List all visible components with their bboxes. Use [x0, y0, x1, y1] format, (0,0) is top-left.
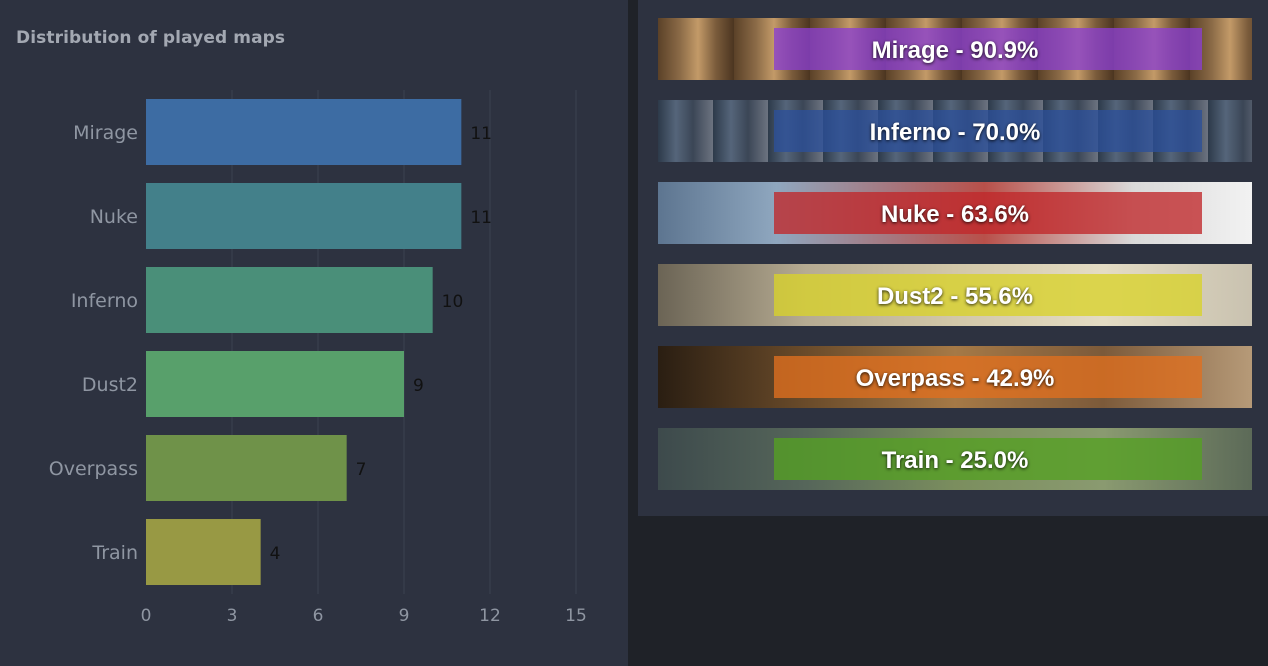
bar-inferno [146, 267, 433, 333]
x-tick-label: 12 [479, 606, 501, 626]
x-tick-label: 6 [313, 606, 324, 626]
data-label: 11 [470, 124, 492, 144]
map-distribution-chart: Mirage 11 Nuke 11 Inferno 10 Dust2 9 Overpass 7 Tr… [49, 90, 587, 626]
data-label: 11 [470, 208, 492, 228]
map-color-band [774, 110, 1202, 152]
bar-dust2 [146, 351, 404, 417]
bar-nuke [146, 183, 462, 249]
data-label: 10 [442, 292, 464, 312]
map-winrate-list: Mirage - 90.9% Inferno - 70.0% Nuke - 63.6… [658, 18, 1252, 510]
map-banner-overpass[interactable]: Overpass - 42.9% [658, 346, 1252, 408]
category-label: Dust2 [82, 374, 138, 396]
category-label: Inferno [71, 290, 138, 312]
map-color-band [774, 192, 1202, 234]
data-label: 9 [413, 376, 424, 396]
panel-divider [628, 0, 638, 666]
data-label: 4 [270, 544, 281, 564]
map-banner-dust2[interactable]: Dust2 - 55.6% [658, 264, 1252, 326]
map-winrate-label: Overpass - 42.9% [855, 365, 1055, 392]
map-winrate-label: Mirage - 90.9% [871, 37, 1039, 64]
bar-overpass [146, 435, 347, 501]
map-winrate-panel: Mirage - 90.9% Inferno - 70.0% Nuke - 63.6… [638, 0, 1268, 516]
map-banner-mirage[interactable]: Mirage - 90.9% [658, 18, 1252, 80]
bar-train [146, 519, 261, 585]
bar-mirage [146, 99, 462, 165]
map-color-band [774, 438, 1202, 480]
map-winrate-label: Dust2 - 55.6% [876, 283, 1034, 310]
map-winrate-label: Nuke - 63.6% [880, 201, 1030, 228]
map-distribution-panel: Distribution of played maps Mirage 11 Nuke… [0, 0, 628, 666]
map-color-band [774, 274, 1202, 316]
map-banner-inferno[interactable]: Inferno - 70.0% [658, 100, 1252, 162]
map-winrate-label: Train - 25.0% [881, 447, 1029, 474]
category-label: Mirage [73, 122, 138, 144]
data-label: 7 [356, 460, 367, 480]
map-color-band [774, 28, 1202, 70]
category-label: Nuke [90, 206, 138, 228]
panel-title: Distribution of played maps [16, 28, 286, 48]
x-tick-label: 3 [227, 606, 238, 626]
x-tick-label: 0 [141, 606, 152, 626]
map-banner-nuke[interactable]: Nuke - 63.6% [658, 182, 1252, 244]
category-label: Train [91, 542, 138, 564]
x-tick-label: 15 [565, 606, 587, 626]
map-color-band [774, 356, 1202, 398]
map-winrate-label: Inferno - 70.0% [869, 119, 1041, 146]
category-label: Overpass [49, 458, 138, 480]
map-banner-train[interactable]: Train - 25.0% [658, 428, 1252, 490]
x-tick-label: 9 [399, 606, 410, 626]
